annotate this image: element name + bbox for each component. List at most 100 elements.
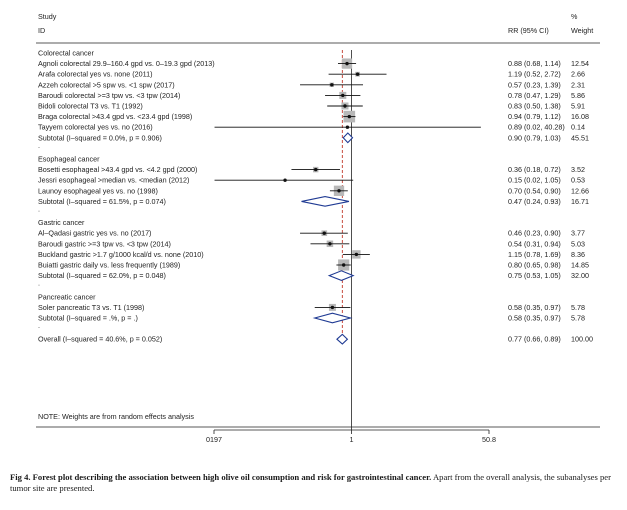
weight-value: 0.14 — [571, 123, 585, 132]
rr-ci-value: 0.89 (0.02, 40.28) — [508, 123, 565, 132]
x-axis: 0197 1 50.8 — [206, 429, 496, 444]
weight-value: 12.66 — [571, 186, 589, 195]
rr-ci-value: 0.88 (0.68, 1.14) — [508, 59, 561, 68]
weight-value: 2.66 — [571, 70, 585, 79]
rr-ci-value: 0.54 (0.31, 0.94) — [508, 239, 561, 248]
figure-caption: Fig 4. Forest plot describing the associ… — [10, 472, 617, 494]
study-header: Study — [38, 12, 57, 21]
point-estimate — [330, 83, 334, 87]
caption-text: Apart from the overall analysis, the sub… — [10, 472, 611, 493]
subtotal-diamond — [312, 312, 353, 324]
weight-value: 5.78 — [571, 314, 585, 323]
point-estimate — [337, 189, 341, 193]
weight-value: 5.86 — [571, 91, 585, 100]
weights-note: NOTE: Weights are from random effects an… — [38, 412, 194, 421]
point-estimate — [328, 242, 332, 246]
point-estimate — [355, 72, 360, 76]
study-label: Buckland gastric >1.7 g/1000 kcal/d vs. … — [38, 250, 204, 259]
point-estimate — [322, 231, 327, 235]
rr-ci-value: 0.80 (0.65, 0.98) — [508, 261, 561, 270]
group-heading: Esophageal cancer — [38, 155, 100, 164]
weight-value: 0.53 — [571, 176, 585, 185]
point-estimate — [330, 305, 335, 310]
weight-header: Weight — [571, 26, 593, 35]
rr-ci-value: 0.78 (0.47, 1.29) — [508, 91, 561, 100]
subtotal-label: Subtotal (I–squared = 0.0%, p = 0.906) — [38, 133, 162, 142]
weight-value: 14.85 — [571, 261, 589, 270]
x-tick-label: 0197 — [206, 435, 222, 444]
weight-value: 45.51 — [571, 133, 589, 142]
overall-label: Overall (I–squared = 40.6%, p = 0.052) — [38, 335, 162, 344]
subtotal-label: Subtotal (I–squared = .%, p = .) — [38, 314, 138, 323]
spacer-dot: . — [38, 279, 40, 288]
study-label: Bidoli colorectal T3 vs. T1 (1992) — [38, 102, 143, 111]
weight-value: 5.91 — [571, 102, 585, 111]
spacer-dot: . — [38, 321, 40, 330]
rr-ci-header: RR (95% CI) — [508, 26, 549, 35]
rr-ci-value: 0.90 (0.79, 1.03) — [508, 133, 561, 142]
point-estimate — [283, 178, 287, 182]
spacer-dot: . — [38, 205, 40, 214]
study-label: Baroudi gastric >=3 tpw vs. <3 tpw (2014… — [38, 239, 171, 248]
x-tick-label: 1 — [349, 435, 353, 444]
rr-ci-value: 0.58 (0.35, 0.97) — [508, 314, 561, 323]
study-label: Buiatti gastric daily vs. less frequentl… — [38, 261, 180, 270]
weight-value: 2.31 — [571, 80, 585, 89]
point-estimate — [347, 114, 352, 119]
weight-value: 3.52 — [571, 165, 585, 174]
point-estimate — [345, 125, 350, 129]
point-estimate — [354, 252, 359, 257]
point-estimate — [345, 61, 349, 66]
rr-ci-value: 0.75 (0.53, 1.05) — [508, 271, 561, 280]
rr-ci-value: 0.58 (0.35, 0.97) — [508, 303, 561, 312]
rr-ci-value: 0.57 (0.23, 1.39) — [508, 80, 561, 89]
rr-ci-value: 0.47 (0.24, 0.93) — [508, 197, 561, 206]
study-label: Tayyem colorectal yes vs. no (2016) — [38, 123, 153, 132]
subtotal-label: Subtotal (I–squared = 61.5%, p = 0.074) — [38, 197, 166, 206]
rr-ci-value: 0.77 (0.66, 0.89) — [508, 335, 561, 344]
study-label: Braga colorectal >43.4 gpd vs. <23.4 gpd… — [38, 112, 192, 121]
weight-value: 100.00 — [571, 335, 593, 344]
rr-ci-value: 0.94 (0.79, 1.12) — [508, 112, 561, 121]
study-label: Jessri esophageal >median vs. <median (2… — [38, 176, 189, 185]
point-estimate — [341, 93, 345, 98]
point-estimate — [343, 104, 347, 108]
study-label: Launoy esophageal yes vs. no (1998) — [38, 186, 158, 195]
study-label: Azzeh colorectal >5 spw vs. <1 spw (2017… — [38, 80, 175, 89]
study-label: Soler pancreatic T3 vs. T1 (1998) — [38, 303, 144, 312]
percent-header: % — [571, 12, 578, 21]
subtotal-diamond — [342, 132, 354, 144]
rr-ci-value: 0.46 (0.23, 0.90) — [508, 229, 561, 238]
rr-ci-value: 0.70 (0.54, 0.90) — [508, 186, 561, 195]
group-heading: Colorectal cancer — [38, 49, 95, 58]
weight-value: 16.71 — [571, 197, 589, 206]
weight-value: 5.03 — [571, 239, 585, 248]
weight-value: 5.78 — [571, 303, 585, 312]
subtotal-diamond — [327, 270, 355, 281]
weight-value: 8.36 — [571, 250, 585, 259]
spacer-dot: . — [38, 141, 40, 150]
rr-ci-value: 1.15 (0.78, 1.69) — [508, 250, 561, 259]
study-label: Baroudi colorectal >=3 tpw vs. <3 tpw (2… — [38, 91, 180, 100]
overall-diamond — [336, 333, 349, 345]
point-estimate — [314, 167, 318, 172]
group-heading: Pancreatic cancer — [38, 292, 96, 301]
weight-value: 3.77 — [571, 229, 585, 238]
rr-ci-value: 0.36 (0.18, 0.72) — [508, 165, 561, 174]
group-heading: Gastric cancer — [38, 218, 85, 227]
rr-ci-value: 1.19 (0.52, 2.72) — [508, 70, 561, 79]
rr-ci-value: 0.83 (0.50, 1.38) — [508, 102, 561, 111]
study-label: Agnoli colorectal 29.9–160.4 gpd vs. 0–1… — [38, 59, 215, 68]
weight-value: 12.54 — [571, 59, 589, 68]
weight-value: 32.00 — [571, 271, 589, 280]
subtotal-diamond — [301, 196, 350, 207]
weight-value: 16.08 — [571, 112, 589, 121]
subtotal-label: Subtotal (I–squared = 62.0%, p = 0.048) — [38, 271, 166, 280]
x-tick-label: 50.8 — [482, 435, 496, 444]
forest-plot: Study ID RR (95% CI) % Weight Colorectal… — [36, 12, 600, 444]
study-label: Bosetti esophageal >43.4 gpd vs. <4.2 gp… — [38, 165, 197, 174]
study-label: Arafa colorectal yes vs. none (2011) — [38, 70, 153, 79]
study-label: Al–Qadasi gastric yes vs. no (2017) — [38, 229, 151, 238]
point-estimate — [341, 263, 346, 267]
